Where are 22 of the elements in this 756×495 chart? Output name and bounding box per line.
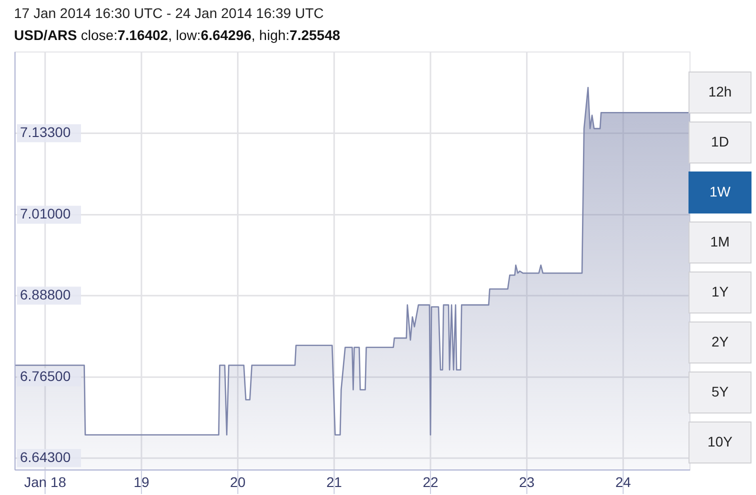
range-button: 1W bbox=[688, 172, 752, 214]
x-tick-label: 19 bbox=[134, 474, 150, 490]
range-button: 1Y bbox=[688, 272, 752, 314]
chart-title: 17 Jan 2014 16:30 UTC - 24 Jan 2014 16:39 UTC bbox=[14, 5, 324, 21]
y-tick-label: 7.01000 bbox=[20, 205, 71, 222]
range-button: 5Y bbox=[688, 372, 752, 414]
range-button: 12h bbox=[688, 72, 752, 114]
x-tick-label: 20 bbox=[230, 474, 246, 490]
chart-subtitle: USD/ARS close:7.16402, low:6.64296, high:7.25548 bbox=[14, 27, 340, 43]
x-tick-label: 22 bbox=[422, 474, 438, 490]
x-tick-label: 21 bbox=[326, 474, 342, 490]
y-tick-label: 6.76500 bbox=[20, 368, 71, 384]
range-button: 2Y bbox=[688, 322, 752, 364]
y-tick-label: 7.13300 bbox=[20, 124, 71, 140]
y-tick-label: 6.64300 bbox=[20, 448, 71, 465]
range-button: 1M bbox=[688, 222, 752, 264]
y-tick-label: 6.88800 bbox=[20, 286, 71, 302]
range-button: 1D bbox=[688, 122, 752, 164]
x-tick-label: Jan 18 bbox=[24, 474, 66, 490]
x-tick-label: 24 bbox=[615, 474, 632, 490]
range-button: 10Y bbox=[688, 422, 752, 464]
x-tick-label: 23 bbox=[519, 474, 535, 490]
